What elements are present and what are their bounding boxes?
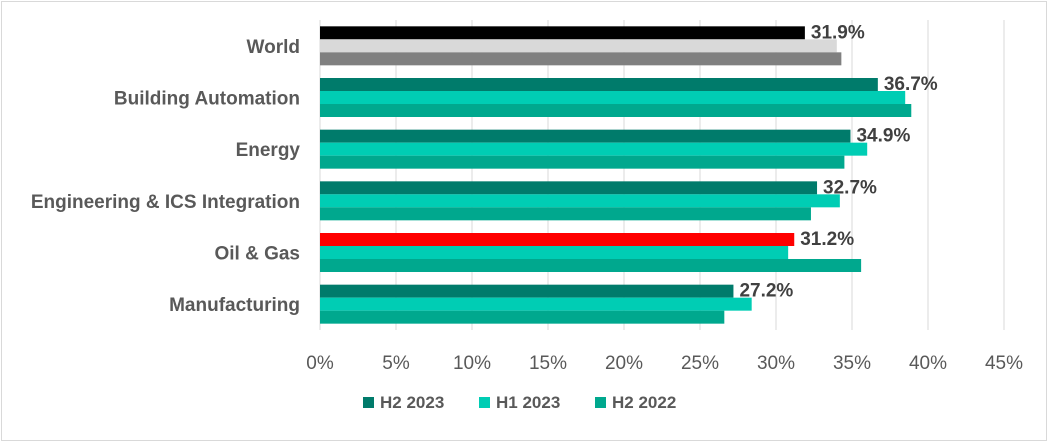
bar-h2-2023 [320, 129, 851, 143]
legend-label: H1 2023 [496, 393, 560, 412]
x-tick-label: 15% [529, 353, 567, 374]
bar-h2-2022 [320, 310, 725, 324]
bar-h2-2022 [320, 52, 842, 66]
legend-label: H2 2022 [612, 393, 676, 412]
bar-h1-2023 [320, 194, 840, 208]
data-label: 36.7% [884, 74, 938, 95]
category-label: Manufacturing [169, 295, 300, 316]
data-label: 31.2% [800, 229, 854, 250]
category-label: Engineering & ICS Integration [31, 192, 300, 213]
category-label: Oil & Gas [214, 244, 300, 265]
bar-h2-2022 [320, 207, 811, 221]
bar-h2-2023 [320, 26, 805, 40]
x-tick-label: 10% [453, 353, 491, 374]
x-tick-label: 5% [382, 353, 410, 374]
x-tick-label: 35% [833, 353, 871, 374]
bar-h1-2023 [320, 297, 752, 311]
bar-h2-2023 [320, 181, 818, 195]
bar-h1-2023 [320, 91, 906, 104]
data-label: 34.9% [856, 126, 910, 147]
data-label: 31.9% [811, 22, 865, 43]
category-label: Building Automation [114, 89, 300, 110]
bar-h2-2023 [320, 284, 734, 298]
legend-swatch [595, 397, 606, 408]
category-label: World [247, 37, 300, 58]
legend-label: H2 2023 [380, 393, 444, 412]
bar-h1-2023 [320, 246, 789, 259]
category-label: Energy [236, 140, 301, 161]
bar-h1-2023 [320, 39, 837, 53]
legend-swatch [479, 397, 490, 408]
bar-h1-2023 [320, 142, 868, 156]
x-tick-label: 30% [757, 353, 795, 374]
bar-h2-2023 [320, 233, 795, 246]
x-tick-label: 0% [306, 353, 334, 374]
bar-h2-2022 [320, 104, 912, 117]
x-tick-label: 40% [909, 353, 947, 374]
data-label: 32.7% [823, 177, 877, 198]
x-tick-label: 45% [985, 353, 1023, 374]
data-label: 27.2% [739, 281, 793, 302]
x-tick-label: 20% [605, 353, 643, 374]
bar-h2-2022 [320, 259, 862, 272]
legend-swatch [363, 397, 374, 408]
bar-h2-2023 [320, 78, 878, 91]
x-tick-label: 25% [681, 353, 719, 374]
bar-h2-2022 [320, 155, 845, 169]
